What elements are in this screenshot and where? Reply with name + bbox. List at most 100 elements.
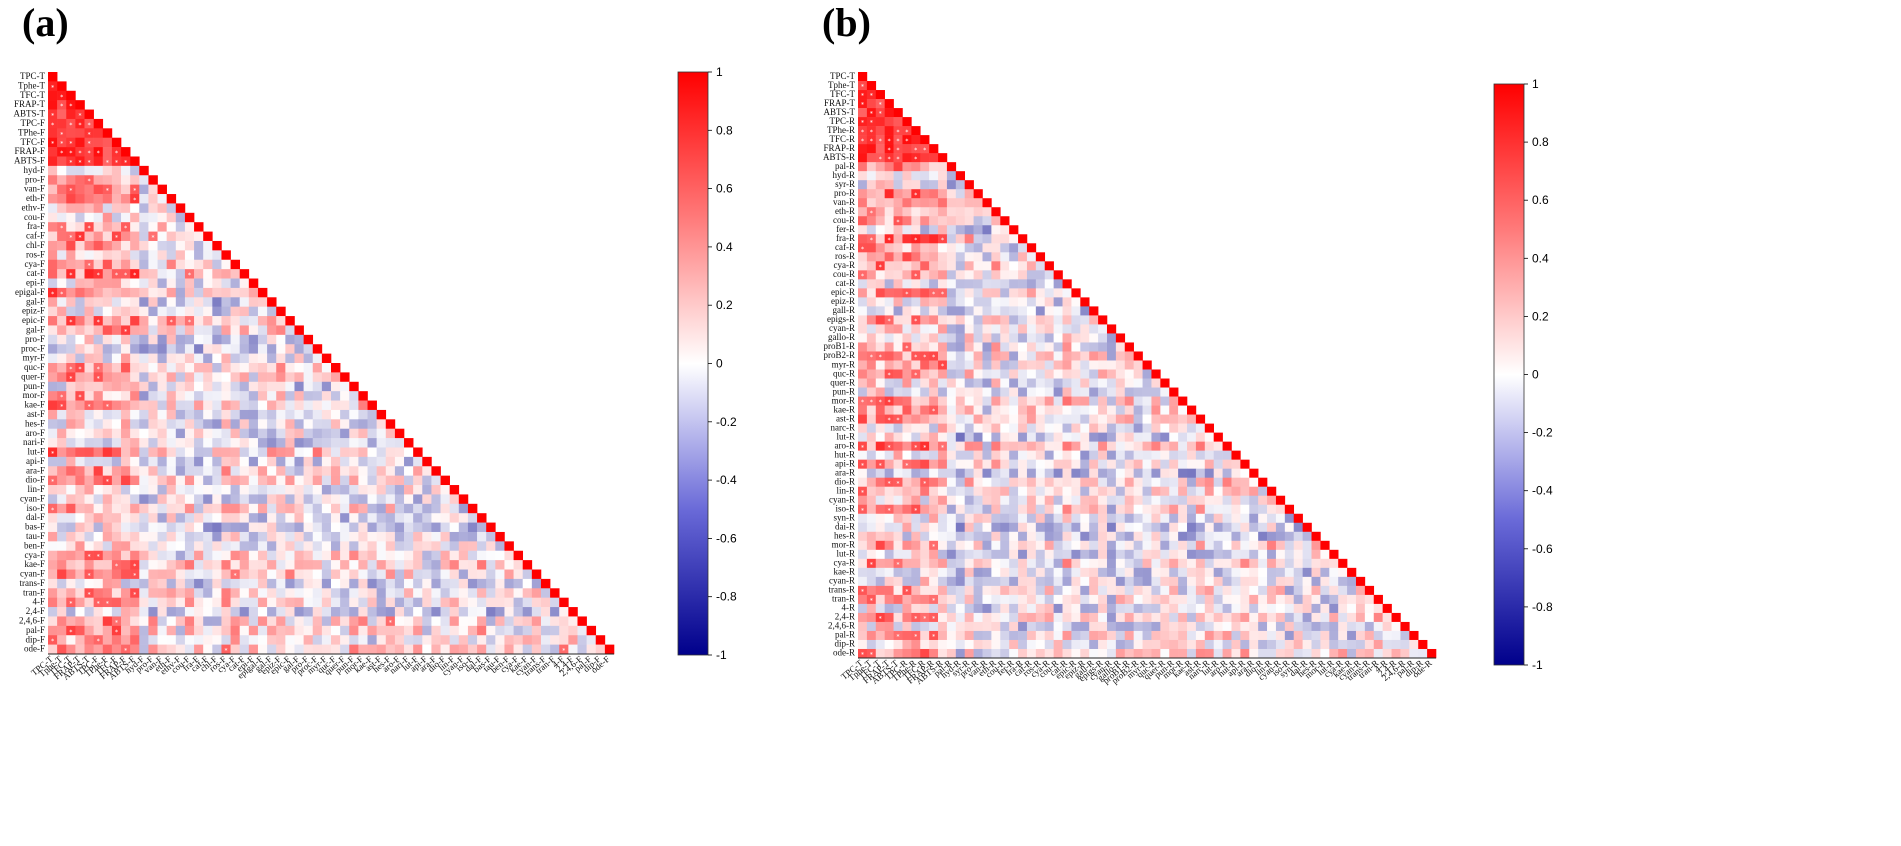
heatmap-cell bbox=[938, 567, 948, 578]
heatmap-cell bbox=[139, 419, 149, 430]
heatmap-cell bbox=[257, 353, 268, 364]
heatmap-cell bbox=[540, 644, 551, 655]
heatmap-cell bbox=[1035, 387, 1046, 397]
heatmap-cell bbox=[184, 466, 195, 476]
heatmap-cell bbox=[221, 531, 231, 542]
heatmap-cell bbox=[1195, 585, 1206, 596]
heatmap-cell bbox=[66, 494, 76, 505]
heatmap-cell bbox=[1098, 432, 1108, 442]
heatmap-cell bbox=[93, 503, 104, 514]
heatmap-cell bbox=[212, 297, 222, 307]
heatmap-cell bbox=[1267, 531, 1277, 542]
heatmap-cell bbox=[1151, 378, 1161, 388]
heatmap-cell bbox=[955, 180, 966, 190]
heatmap-cell bbox=[166, 428, 177, 439]
heatmap-cell bbox=[964, 432, 974, 442]
heatmap-cell bbox=[84, 466, 94, 476]
heatmap-cell bbox=[139, 503, 149, 514]
heatmap-cell bbox=[93, 184, 104, 195]
heatmap-cell bbox=[1409, 639, 1419, 650]
heatmap-cell bbox=[458, 607, 469, 617]
heatmap-cell bbox=[858, 423, 868, 433]
heatmap-cell bbox=[1204, 441, 1214, 451]
row-label: cyan-F bbox=[20, 569, 45, 579]
heatmap-cell bbox=[1000, 612, 1010, 623]
heatmap-cell bbox=[1249, 639, 1259, 650]
heatmap-cell bbox=[1311, 630, 1321, 641]
heatmap-cell bbox=[1000, 585, 1010, 596]
heatmap-cell bbox=[929, 180, 939, 190]
heatmap-cell bbox=[1018, 315, 1028, 325]
heatmap-cell bbox=[194, 372, 204, 383]
heatmap-cell bbox=[1302, 603, 1312, 614]
heatmap-cell bbox=[884, 99, 894, 109]
heatmap-cell bbox=[1106, 522, 1117, 533]
heatmap-cell bbox=[121, 334, 131, 345]
heatmap-cell bbox=[340, 541, 350, 552]
heatmap-cell bbox=[1302, 522, 1312, 533]
heatmap-cell bbox=[1026, 549, 1037, 560]
heatmap-cell bbox=[1000, 639, 1010, 650]
heatmap-cell bbox=[1106, 405, 1117, 415]
heatmap-cell bbox=[1053, 513, 1063, 524]
heatmap-cell bbox=[902, 441, 912, 451]
heatmap-cell bbox=[148, 194, 158, 204]
heatmap-cell bbox=[1391, 630, 1401, 641]
heatmap-cell bbox=[413, 485, 423, 495]
heatmap-cell bbox=[1009, 360, 1019, 370]
heatmap-cell bbox=[858, 279, 868, 289]
heatmap-cell bbox=[1169, 486, 1179, 497]
significance-mark: * bbox=[124, 272, 127, 279]
heatmap-cell bbox=[358, 588, 368, 598]
heatmap-cell bbox=[1035, 414, 1046, 424]
heatmap-cell bbox=[1106, 549, 1117, 560]
heatmap-cell bbox=[221, 635, 231, 645]
heatmap-cell bbox=[358, 625, 368, 636]
heatmap-cell bbox=[93, 607, 104, 617]
heatmap-cell bbox=[139, 344, 149, 354]
heatmap-cell bbox=[1213, 603, 1223, 614]
heatmap-cell bbox=[531, 616, 542, 627]
heatmap-cell bbox=[276, 635, 286, 645]
heatmap-cell bbox=[267, 541, 277, 552]
heatmap-cell bbox=[349, 578, 359, 589]
heatmap-cell bbox=[902, 117, 912, 127]
heatmap-cell bbox=[1080, 648, 1090, 659]
heatmap-cell bbox=[121, 250, 131, 261]
heatmap-cell bbox=[531, 569, 542, 580]
heatmap-cell bbox=[312, 419, 323, 430]
heatmap-cell bbox=[1062, 612, 1072, 623]
heatmap-cell bbox=[294, 372, 304, 383]
heatmap-cell bbox=[1124, 396, 1134, 406]
heatmap-cell bbox=[1204, 621, 1214, 632]
heatmap-cell bbox=[431, 485, 441, 495]
heatmap-cell bbox=[902, 261, 912, 271]
heatmap-cell bbox=[1124, 405, 1134, 415]
heatmap-cell bbox=[1044, 360, 1054, 370]
heatmap-cell bbox=[1071, 360, 1081, 370]
heatmap-cell bbox=[166, 297, 177, 307]
heatmap-cell bbox=[349, 588, 359, 598]
heatmap-cell bbox=[858, 342, 868, 352]
heatmap-cell bbox=[1195, 540, 1206, 551]
heatmap-cell bbox=[1098, 324, 1108, 334]
heatmap-cell bbox=[248, 438, 259, 448]
heatmap-cell bbox=[303, 381, 314, 392]
heatmap-cell bbox=[449, 644, 460, 655]
heatmap-cell bbox=[893, 162, 903, 172]
heatmap-cell bbox=[276, 578, 286, 589]
heatmap-cell bbox=[48, 250, 58, 261]
heatmap-cell bbox=[1284, 630, 1295, 641]
heatmap-cell bbox=[1071, 351, 1081, 361]
significance-mark: * bbox=[69, 601, 72, 608]
heatmap-cell bbox=[1080, 531, 1090, 542]
heatmap-cell bbox=[184, 269, 195, 279]
heatmap-cell bbox=[57, 550, 67, 561]
heatmap-cell bbox=[938, 522, 948, 533]
heatmap-cell bbox=[257, 616, 268, 627]
heatmap-cell bbox=[121, 353, 131, 364]
heatmap-cell bbox=[858, 72, 868, 82]
significance-mark: * bbox=[97, 272, 100, 279]
heatmap-cell bbox=[385, 588, 396, 598]
heatmap-cell bbox=[121, 184, 131, 195]
